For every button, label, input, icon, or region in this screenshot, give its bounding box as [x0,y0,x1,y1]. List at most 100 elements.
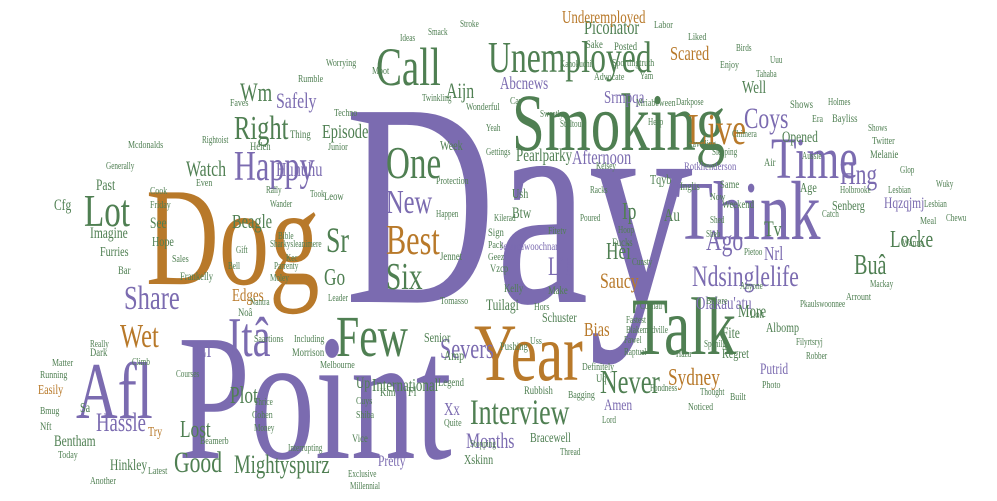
cloud-word-uuu: Uuu [770,55,783,66]
cloud-word-liked: Liked [688,31,707,43]
cloud-word-faves: Faves [230,97,249,109]
cloud-word-saartions: Saartions [254,333,284,345]
cloud-word-beagle: Beagle [232,211,272,233]
cloud-word-fite: Fite [722,325,740,342]
cloud-word-cohen: Cohen [252,409,273,421]
cloud-word-easily: Easily [38,383,64,398]
cloud-word-bell: Bell [228,261,241,272]
cloud-word-fastest: Fastest [626,315,647,326]
cloud-word-point: Point [178,298,452,497]
cloud-word-fucks: Fucks [612,235,633,249]
cloud-word-go: Go [324,265,346,291]
cloud-word-underemployed: Underemployed [562,7,646,27]
cloud-word-thought: Thought [700,387,725,398]
cloud-word-bayliss: Bayliss [832,111,858,125]
cloud-word-holmes: Holmes [828,97,851,108]
cloud-word-uq: Uq [596,371,607,385]
cloud-word-sales: Sales [172,253,189,265]
cloud-word-pearlparky: Pearlparky [516,145,573,165]
cloud-word-srmpqa: Srmpqa [604,87,645,107]
cloud-word-including: Including [294,333,325,345]
cloud-word-afternoon: Afternoon [572,147,632,169]
cloud-word-coys: Coys [744,102,789,135]
cloud-word-melanie: Melanie [870,147,899,161]
cloud-word-wm: Wm [240,78,273,107]
cloud-word-arrount: Arrount [846,291,872,303]
cloud-word-li: Li [196,337,212,363]
cloud-word-mightyspurz: Mightyspurz [234,450,330,479]
cloud-word-lot: Lot [84,185,131,236]
cloud-word-shiba: Shiba [356,409,375,421]
cloud-word-built: Built [730,391,746,403]
cloud-word-techno: Techno [334,107,358,119]
cloud-word-cuys: Cuys [356,395,373,407]
cloud-word-mcdonalds: Mcdonalds [128,139,164,151]
cloud-word-nft: Nft [40,419,52,433]
cloud-word-sa: Sa [80,401,91,416]
cloud-word-opened: Opened [782,129,818,146]
cloud-word-definitely: Definitely [582,361,615,373]
cloud-word-heap: Heap [648,117,664,128]
cloud-word-running: Running [40,369,68,381]
cloud-word-more: More [738,301,767,321]
cloud-word-fawel: Fawel [624,335,642,346]
cloud-word-stopping: Stopping [470,439,497,450]
cloud-word-birds: Birds [736,43,752,54]
cloud-word-kahokuchi: Kahokuchi [560,59,592,70]
cloud-word-melbourne: Melbourne [320,359,355,371]
cloud-word-parrenty: Parrenty [274,261,299,272]
cloud-word-chewu: Chewu [946,213,967,224]
cloud-word-quite: Quite [444,417,462,429]
cloud-word-putrid: Putrid [760,361,789,378]
cloud-word-nrl: Nrl [764,243,784,265]
cloud-word-bua: Buâ [854,250,887,281]
cloud-word-pack: Pack [488,239,504,251]
cloud-word-money: Money [254,423,275,434]
cloud-word-ita: Itâ [228,307,271,369]
cloud-word-furries: Furries [100,245,129,260]
cloud-word-week: Week [440,139,463,154]
cloud-word-wanna: Wanna [902,237,924,249]
cloud-word-think: Think [676,165,821,258]
cloud-word-xskinn: Xskinn [464,453,494,468]
cloud-word-past: Past [96,177,116,194]
cloud-word-hinkley: Hinkley [110,457,148,474]
cloud-word-hors: Hors [534,301,550,313]
cloud-word-moley: Moley [270,273,289,284]
cloud-word-ravelling: Ravelling [688,139,717,150]
cloud-word-millennial: Millennial [350,481,381,492]
cloud-word-leader: Leader [328,293,348,304]
cloud-word-loh: Loh [750,307,764,321]
cloud-word-severs: Severs [440,334,494,365]
cloud-word-abcnews: Abcnews [500,73,549,93]
cloud-word-helen: Helen [250,139,271,153]
cloud-word-wet: Wet [120,318,159,355]
cloud-word-uss: Uss [530,335,542,347]
cloud-word-kelsey: Kelsey [596,161,617,172]
cloud-word-kelly: Kelly [504,281,524,295]
cloud-word-noa: Noâ [238,305,253,319]
cloud-word-months: Months [466,428,515,453]
cloud-word-enjoy: Enjoy [720,59,739,71]
cloud-word-new: New [386,184,433,221]
cloud-word-bentham: Bentham [54,433,96,450]
cloud-word-now: Now [710,191,726,203]
cloud-word-interrupting: Interrupting [288,443,323,454]
cloud-word-right: Right [234,110,289,147]
cloud-word-rotkhenderson: Rotkhenderson [684,159,737,173]
cloud-word-sleeping: Sleeping [712,147,738,158]
cloud-word-bias: Bias [584,319,610,341]
cloud-word-junior: Junior [328,141,348,153]
cloud-word-bmug: Bmug [40,405,60,417]
cloud-word-frankelly: Frankelly [180,269,214,283]
cloud-word-twitter: Twitter [872,135,895,147]
cloud-word-rally: Rally [266,185,282,196]
cloud-word-darkpose: Darkpose [676,97,704,108]
cloud-word-morrison: Morrison [292,345,325,359]
cloud-word-saucy: Saucy [600,268,639,293]
cloud-word-six: Six [386,256,423,298]
cloud-word-dog: Dog [146,160,320,315]
cloud-word-took: Took [310,189,325,200]
cloud-word-latest: Latest [148,465,168,477]
cloud-word-labor: Labor [654,19,673,31]
